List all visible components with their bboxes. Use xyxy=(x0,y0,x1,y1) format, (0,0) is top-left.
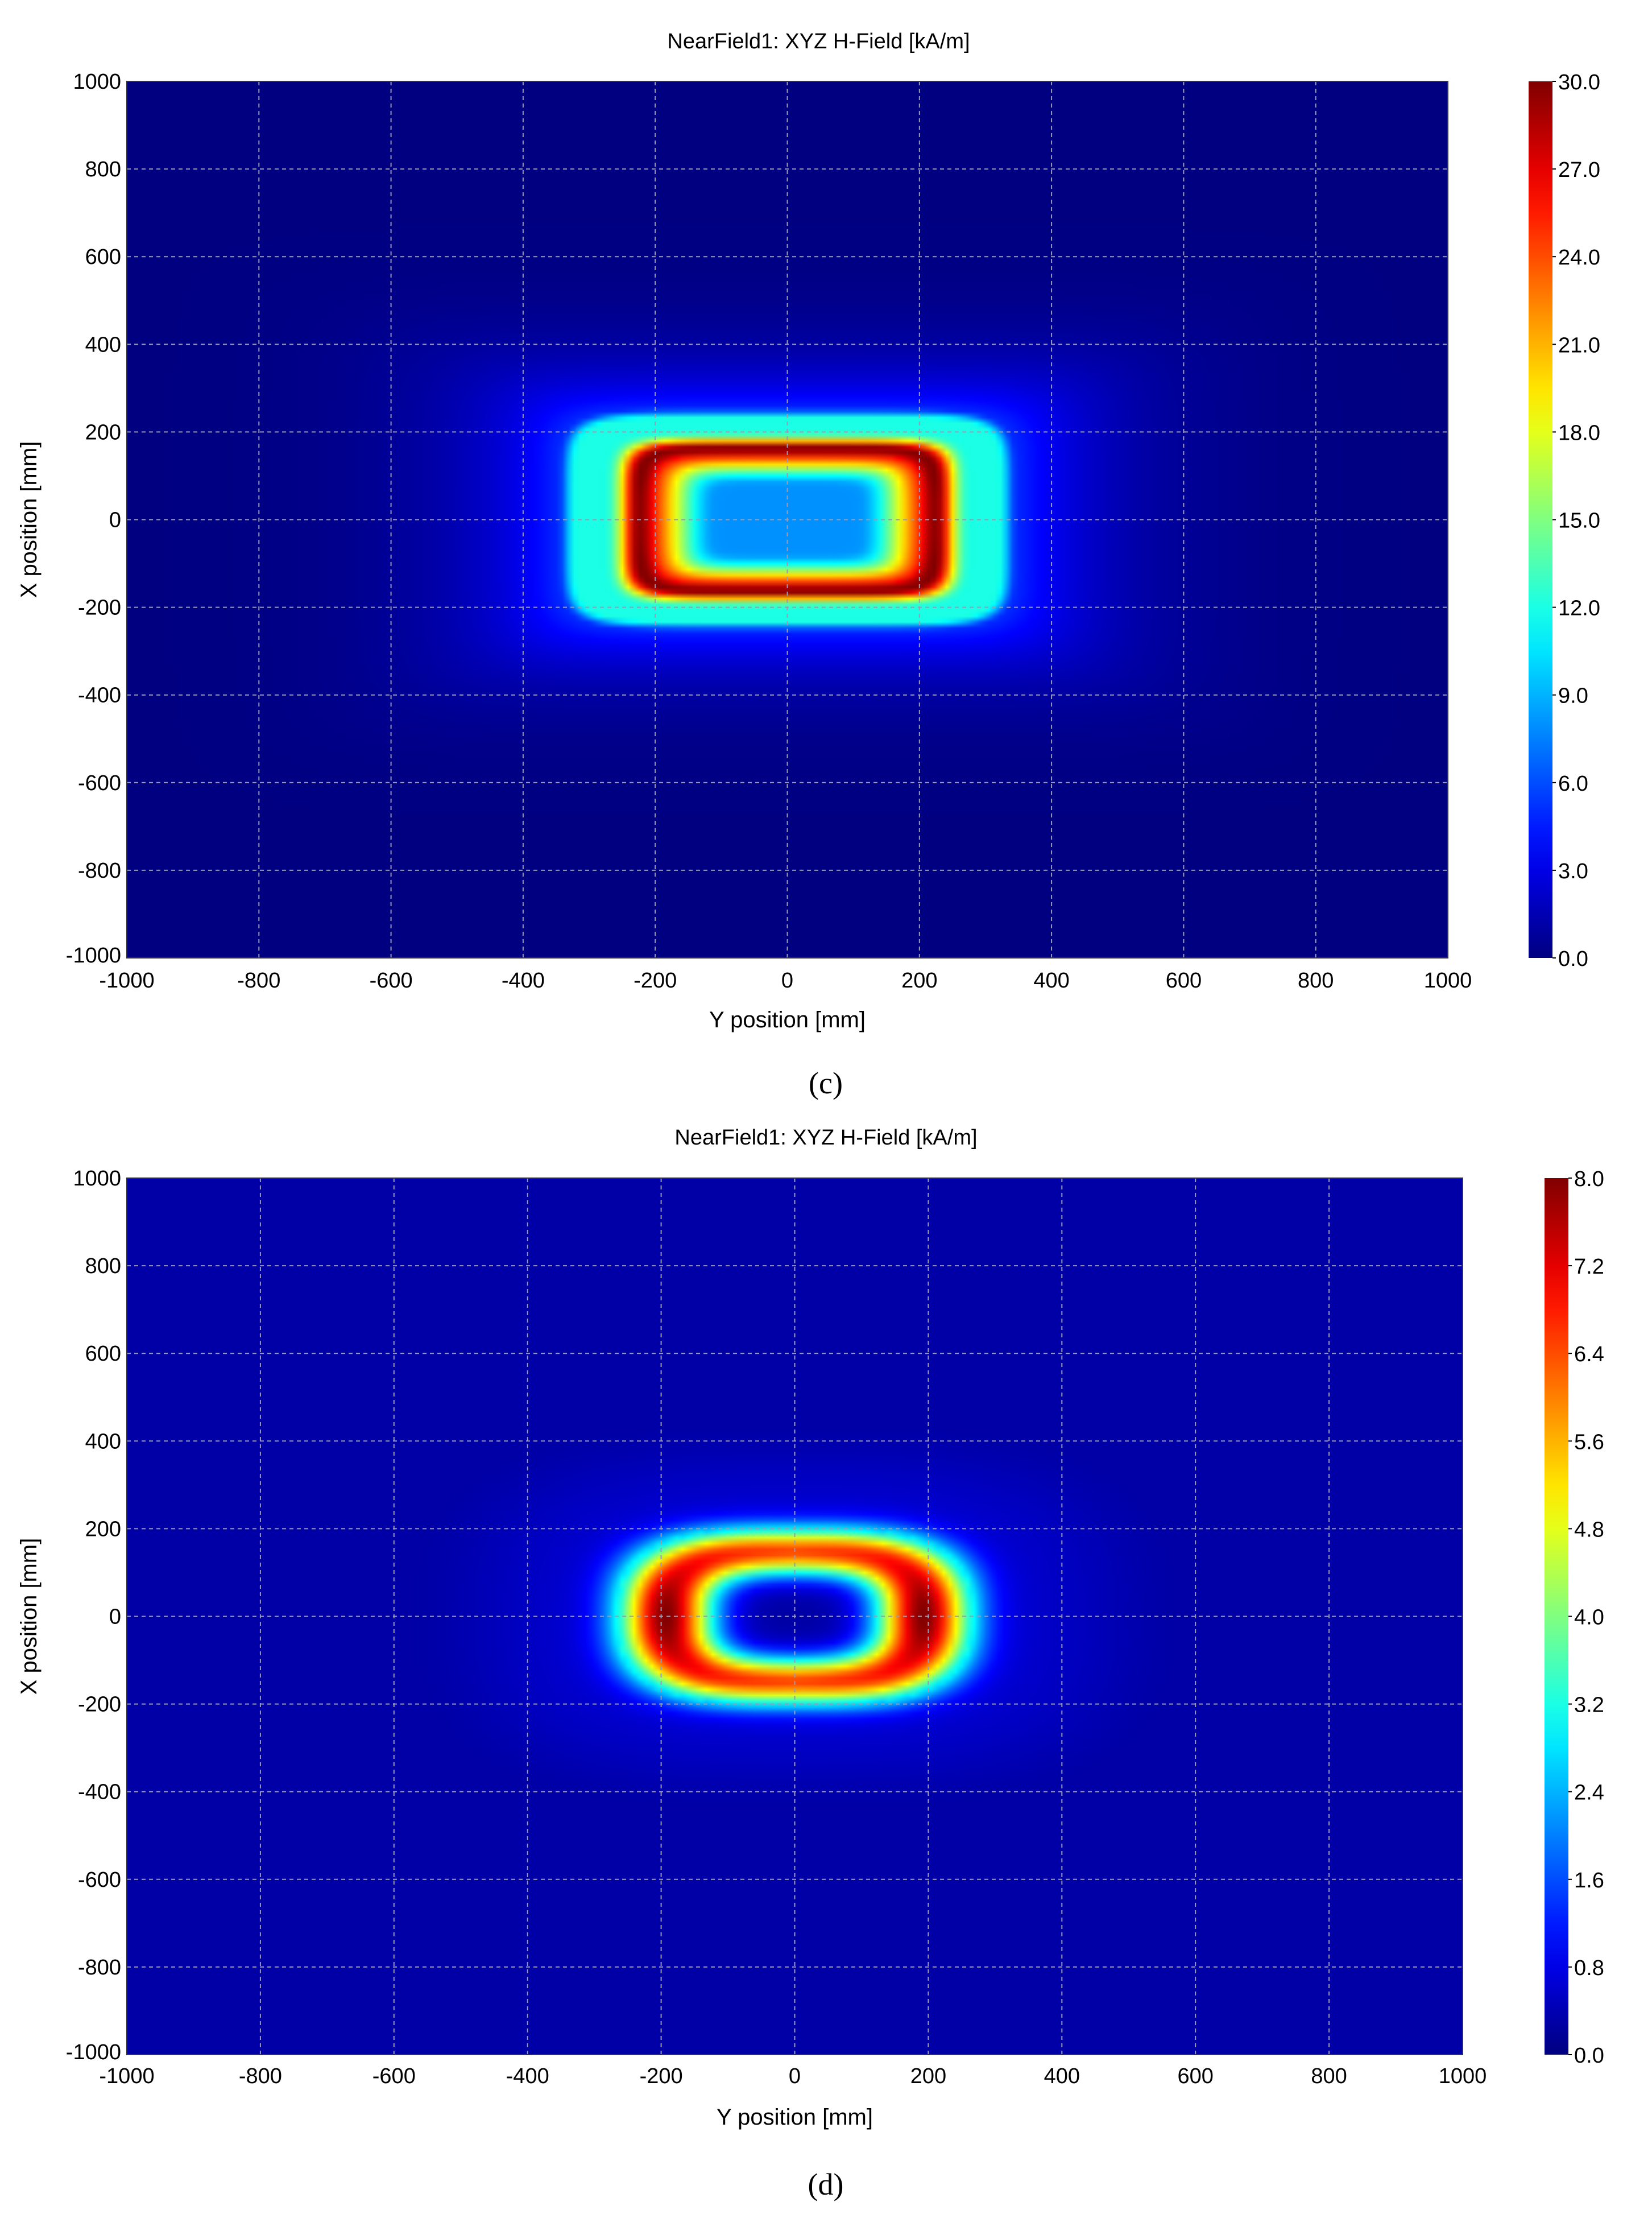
colorbar-tick-label: 0.8 xyxy=(1574,1956,1604,1980)
y-tick-label: -200 xyxy=(78,596,121,620)
x-tick-label: 800 xyxy=(1311,2064,1347,2088)
x-tick-label: 400 xyxy=(1033,969,1069,993)
y-tick-label: -1000 xyxy=(66,944,121,968)
x-tick-label: -1000 xyxy=(99,969,154,993)
colorbar-tick-label: 9.0 xyxy=(1558,684,1588,708)
y-tick-label: 200 xyxy=(85,420,121,444)
y-tick-label: -400 xyxy=(78,684,121,708)
y-tick-label: -600 xyxy=(78,771,121,795)
colorbar-tick-label: 0.0 xyxy=(1558,947,1588,971)
colorbar-tick-label: 2.4 xyxy=(1574,1781,1604,1805)
plot-frame xyxy=(126,1178,1463,2055)
x-tick-label: -1000 xyxy=(99,2064,154,2088)
y-tick-label: 0 xyxy=(109,509,121,532)
x-tick-label: -200 xyxy=(640,2064,683,2088)
colorbar-tick-label: 6.4 xyxy=(1574,1342,1604,1366)
colorbar-tick-label: 6.0 xyxy=(1558,772,1588,796)
x-tick-label: 200 xyxy=(901,969,937,993)
colorbar-tick-label: 3.2 xyxy=(1574,1693,1604,1717)
colorbar-tick-label: 7.2 xyxy=(1574,1255,1604,1279)
x-axis-label: Y position [mm] xyxy=(717,2105,873,2130)
colorbar xyxy=(1545,1178,1568,2055)
x-tick-label: 600 xyxy=(1177,2064,1213,2088)
x-tick-label: -600 xyxy=(370,969,413,993)
x-tick-label: -200 xyxy=(634,969,677,993)
colorbar-tick-label: 24.0 xyxy=(1558,246,1600,270)
x-tick-label: 0 xyxy=(789,2064,801,2088)
x-tick-label: -800 xyxy=(237,969,280,993)
plot-frame xyxy=(126,81,1448,958)
x-tick-label: 1000 xyxy=(1424,969,1472,993)
y-axis-label: X position [mm] xyxy=(16,1538,42,1695)
colorbar-tick-label: 4.0 xyxy=(1574,1606,1604,1630)
colorbar-tick-label: 3.0 xyxy=(1558,860,1588,883)
y-tick-label: -1000 xyxy=(66,2040,121,2064)
colorbar-tick-label: 15.0 xyxy=(1558,509,1600,533)
x-tick-label: -600 xyxy=(372,2064,416,2088)
y-tick-label: 600 xyxy=(85,245,121,269)
chart-title: NearField1: XYZ H-Field [kA/m] xyxy=(667,30,970,53)
y-tick-label: 1000 xyxy=(73,1167,121,1191)
chart-panel-d: NearField1: XYZ H-Field [kA/m] -1000 -800 -… xyxy=(16,1126,1604,2201)
y-tick-label: -800 xyxy=(78,1956,121,1980)
colorbar-tick-label: 18.0 xyxy=(1558,421,1600,445)
x-tick-label: 1000 xyxy=(1439,2064,1487,2088)
y-tick-label: 800 xyxy=(85,1254,121,1278)
y-tick-label: -800 xyxy=(78,859,121,883)
chart-panel-c: NearField1: XYZ H-Field [kA/m] -1000 -800 -… xyxy=(16,30,1600,1100)
y-tick-label: 0 xyxy=(109,1605,121,1629)
colorbar-tick-label: 4.8 xyxy=(1574,1518,1604,1542)
chart-title: NearField1: XYZ H-Field [kA/m] xyxy=(674,1126,977,1150)
y-tick-label: -400 xyxy=(78,1780,121,1804)
colorbar-tick-label: 1.6 xyxy=(1574,1869,1604,1893)
y-tick-label: -200 xyxy=(78,1693,121,1717)
x-tick-label: 0 xyxy=(781,969,793,993)
x-tick-label: -400 xyxy=(506,2064,549,2088)
x-tick-label: 800 xyxy=(1298,969,1334,993)
y-tick-label: 400 xyxy=(85,333,121,357)
panel-caption: (c) xyxy=(809,1066,843,1100)
colorbar-tick-label: 0.0 xyxy=(1574,2044,1604,2068)
x-tick-label: -800 xyxy=(239,2064,282,2088)
y-tick-label: 400 xyxy=(85,1430,121,1453)
y-tick-label: 800 xyxy=(85,158,121,181)
x-tick-label: 400 xyxy=(1044,2064,1080,2088)
y-tick-label: 1000 xyxy=(73,70,121,94)
y-axis-label: X position [mm] xyxy=(16,441,42,598)
panel-caption: (d) xyxy=(808,2167,844,2201)
colorbar-tick-label: 30.0 xyxy=(1558,71,1600,94)
colorbar-tick-label: 27.0 xyxy=(1558,158,1600,182)
colorbar-tick-label: 5.6 xyxy=(1574,1430,1604,1454)
colorbar-tick-label: 21.0 xyxy=(1558,333,1600,357)
x-tick-label: 200 xyxy=(910,2064,946,2088)
x-axis-label: Y position [mm] xyxy=(709,1007,866,1032)
x-tick-label: 600 xyxy=(1166,969,1202,993)
x-tick-label: -400 xyxy=(502,969,545,993)
colorbar xyxy=(1529,81,1552,958)
colorbar-tick-label: 8.0 xyxy=(1574,1167,1604,1191)
colorbar-tick-label: 12.0 xyxy=(1558,597,1600,621)
y-tick-label: 600 xyxy=(85,1342,121,1366)
y-tick-label: -600 xyxy=(78,1868,121,1892)
y-tick-label: 200 xyxy=(85,1517,121,1541)
